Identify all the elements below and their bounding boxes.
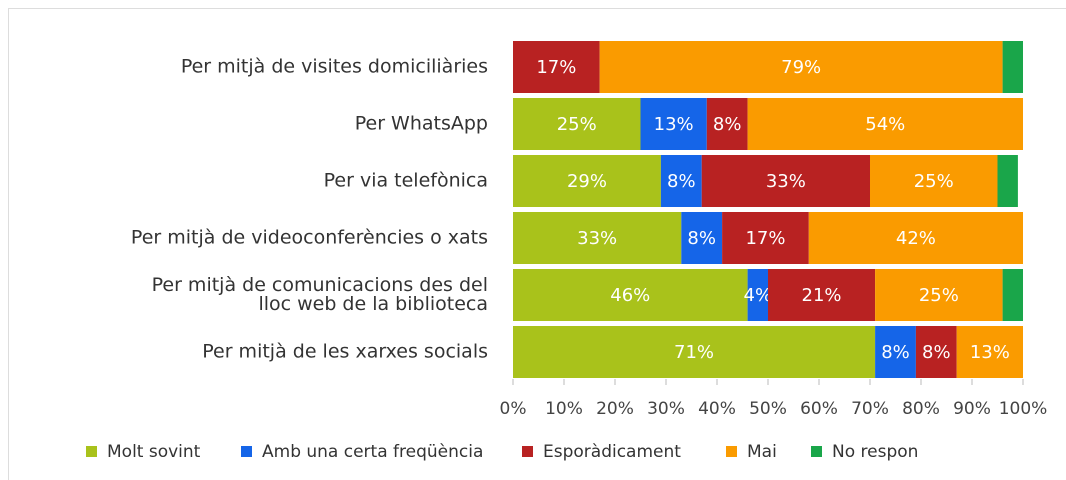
data-label: 17%: [745, 228, 785, 249]
x-tick-label: 90%: [953, 399, 991, 419]
category-label: Per mitjà de visites domiciliàries: [180, 55, 488, 78]
data-label: 21%: [802, 285, 842, 306]
data-label: 17%: [536, 57, 576, 78]
bar-segment: [513, 155, 661, 207]
data-label: 4%: [744, 285, 773, 306]
legend-swatch: [241, 446, 252, 457]
bar-segment: [747, 269, 768, 321]
bar-segment: [870, 155, 998, 207]
data-label: 25%: [557, 114, 597, 135]
category-label: Per WhatsApp: [354, 112, 488, 135]
legend-label: Molt sovint: [107, 442, 201, 462]
legend-swatch: [726, 446, 737, 457]
bar-segment: [706, 98, 748, 150]
category-label: Per mitjà de videoconferències o xats: [130, 226, 488, 249]
bar-segment: [997, 155, 1018, 207]
legend-label: Mai: [747, 442, 777, 462]
legend-swatch: [811, 446, 822, 457]
data-label: 33%: [766, 171, 806, 192]
x-tick-label: 80%: [902, 399, 940, 419]
panel: [8, 8, 1066, 480]
data-label: 13%: [970, 342, 1010, 363]
data-label: 79%: [781, 57, 821, 78]
bar-segment: [722, 212, 809, 264]
bar-segment: [513, 269, 748, 321]
bar-segment: [513, 41, 600, 93]
data-label: 8%: [667, 171, 696, 192]
data-label: 25%: [919, 285, 959, 306]
data-label: 46%: [610, 285, 650, 306]
x-tick-label: 70%: [851, 399, 889, 419]
data-label: 13%: [654, 114, 694, 135]
bar-segment: [513, 326, 876, 378]
legend-label: Esporàdicament: [543, 442, 681, 462]
category-label: Per mitjà de les xarxes socials: [202, 340, 488, 363]
bar-segment: [875, 269, 1003, 321]
bar-segment: [875, 326, 916, 378]
bar-segment: [1002, 41, 1023, 93]
legend-label: No respon: [832, 442, 918, 462]
bar-segment: [681, 212, 723, 264]
legend-label: Amb una certa freqüència: [262, 442, 483, 462]
x-tick-label: 60%: [800, 399, 838, 419]
data-label: 29%: [567, 171, 607, 192]
x-tick-label: 10%: [545, 399, 583, 419]
data-label: 8%: [713, 114, 742, 135]
bar-segment: [915, 326, 957, 378]
bar-segment: [956, 326, 1023, 378]
bar-segment: [660, 155, 702, 207]
data-label: 54%: [865, 114, 905, 135]
bar-segment: [701, 155, 870, 207]
category-label: Per mitjà de comunicacions des del lloc …: [151, 274, 488, 315]
bar-segment: [513, 212, 682, 264]
data-label: 33%: [577, 228, 617, 249]
data-label: 42%: [896, 228, 936, 249]
x-tick-label: 100%: [999, 399, 1048, 419]
data-label: 8%: [687, 228, 716, 249]
data-label: 8%: [922, 342, 951, 363]
bar-segment: [1002, 269, 1023, 321]
data-label: 8%: [881, 342, 910, 363]
bar-segment: [599, 41, 1003, 93]
x-tick-label: 30%: [647, 399, 685, 419]
data-label: 71%: [674, 342, 714, 363]
bar-segment: [808, 212, 1023, 264]
bar-segment: [513, 98, 641, 150]
category-label: Per via telefònica: [323, 169, 488, 192]
legend-swatch: [86, 446, 97, 457]
x-tick-label: 40%: [698, 399, 736, 419]
data-label: 25%: [914, 171, 954, 192]
x-tick-label: 20%: [596, 399, 634, 419]
bar-segment: [747, 98, 1023, 150]
x-tick-label: 0%: [500, 399, 527, 419]
x-tick-label: 50%: [749, 399, 787, 419]
legend-swatch: [522, 446, 533, 457]
bar-segment: [768, 269, 876, 321]
bar-segment: [640, 98, 707, 150]
